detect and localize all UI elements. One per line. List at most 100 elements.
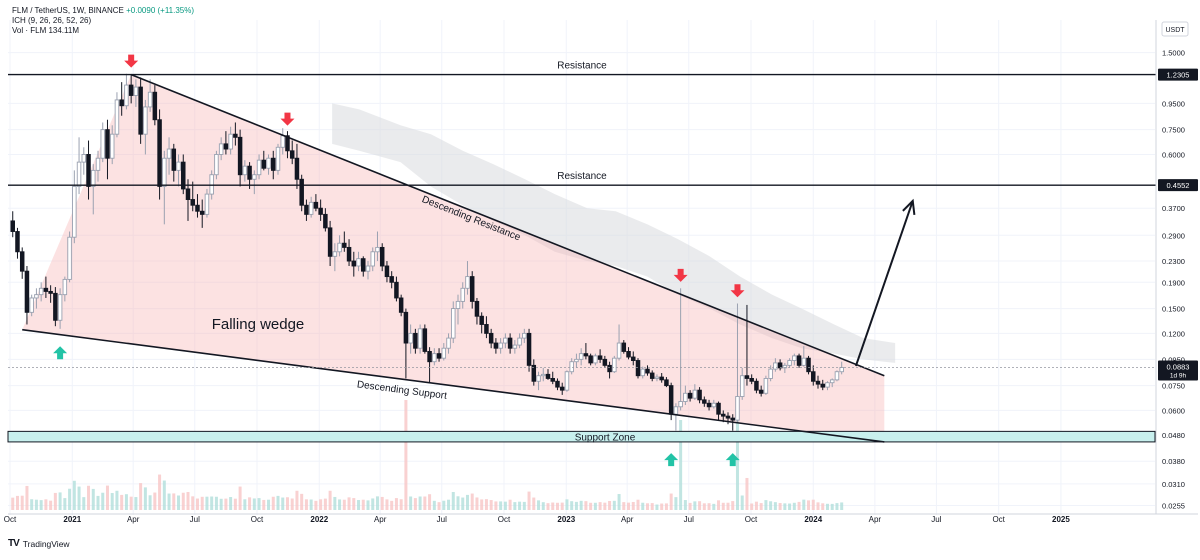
candle-body bbox=[152, 91, 158, 121]
currency-badge[interactable] bbox=[1161, 21, 1189, 37]
time-label: 2022 bbox=[310, 515, 328, 524]
volume-bar bbox=[622, 502, 626, 510]
candle-body bbox=[228, 133, 233, 150]
volume-bar bbox=[342, 499, 346, 510]
candle-body bbox=[825, 382, 830, 388]
pattern-label: Falling wedge bbox=[212, 316, 305, 333]
price-tick-label: 0.9500 bbox=[1162, 99, 1185, 108]
candle-body bbox=[834, 371, 840, 381]
markers bbox=[53, 54, 745, 467]
ichimoku-cloud bbox=[332, 103, 896, 363]
candle-body bbox=[361, 258, 366, 272]
price-tick-label: 0.0480 bbox=[1162, 431, 1185, 440]
price-tick-label: 0.0380 bbox=[1162, 457, 1185, 466]
currency-label: USDT bbox=[1165, 27, 1185, 34]
volume-bar bbox=[191, 496, 195, 510]
candle-body bbox=[768, 368, 773, 379]
falling-wedge-fill: Falling wedge bbox=[22, 74, 885, 442]
volume-bar bbox=[72, 480, 76, 510]
volume-bar bbox=[105, 485, 109, 510]
volume-bar bbox=[34, 499, 38, 510]
volume-bar bbox=[257, 498, 261, 510]
volume-bar bbox=[735, 420, 739, 510]
tradingview-brand[interactable]: TV TradingView bbox=[8, 538, 70, 549]
symbol-line[interactable]: FLM / TetherUS, 1W, BINANCE +0.0090 (+11… bbox=[12, 6, 194, 16]
candle-body bbox=[739, 375, 745, 397]
volume-bar bbox=[650, 503, 654, 510]
volume-bar bbox=[115, 490, 119, 510]
candle-body bbox=[53, 292, 58, 321]
volume-bar bbox=[309, 499, 313, 510]
volume-bar bbox=[87, 485, 91, 510]
candle-body bbox=[678, 401, 683, 408]
time-label: Oct bbox=[251, 515, 264, 524]
volume-bar bbox=[579, 500, 583, 510]
volume-bar bbox=[252, 498, 256, 510]
red-down-arrow-icon bbox=[280, 112, 295, 126]
candle-body bbox=[716, 402, 721, 415]
current-price-badge[interactable] bbox=[1158, 360, 1198, 381]
candle-body bbox=[403, 311, 409, 344]
volume-bar bbox=[224, 498, 228, 510]
volume-bar bbox=[96, 495, 100, 510]
volume-bar bbox=[461, 497, 465, 510]
current-price-label: 0.0883 bbox=[1167, 362, 1190, 371]
candle-body bbox=[815, 380, 821, 385]
volume-bar bbox=[513, 502, 517, 510]
volume-bar bbox=[139, 483, 143, 510]
candle-body bbox=[100, 129, 105, 159]
volume-bar bbox=[560, 502, 564, 510]
candle-body bbox=[332, 251, 338, 257]
candle-body bbox=[436, 353, 442, 359]
green-up-arrow-icon bbox=[725, 453, 740, 467]
candle-body bbox=[114, 99, 120, 135]
red-down-arrow-icon bbox=[124, 54, 139, 68]
volume-bar bbox=[821, 503, 825, 510]
candle-body bbox=[432, 353, 437, 363]
volume-bar bbox=[792, 502, 796, 510]
volume-bar bbox=[428, 494, 432, 510]
chart-legend: FLM / TetherUS, 1W, BINANCE +0.0090 (+11… bbox=[12, 6, 194, 36]
volume-bar bbox=[546, 503, 550, 510]
volume-bar bbox=[522, 501, 526, 510]
volume-bar bbox=[631, 501, 635, 510]
volume-bar bbox=[655, 504, 659, 510]
volume-bar bbox=[527, 491, 531, 510]
volume-bar bbox=[683, 500, 687, 510]
volume-bar bbox=[30, 499, 34, 510]
candle-body bbox=[327, 227, 333, 257]
volume-bar bbox=[589, 502, 593, 510]
candle-body bbox=[261, 159, 267, 169]
volume-bar bbox=[721, 502, 725, 510]
time-label: Apr bbox=[374, 515, 387, 524]
volume-bar bbox=[181, 492, 185, 510]
price-axis[interactable]: 1.5000 1.2305 0.9500 0.7500 0.6000 0.4552 0.37… bbox=[1155, 20, 1198, 514]
candle-body bbox=[593, 355, 598, 364]
time-label: 2021 bbox=[63, 515, 81, 524]
price-tick-label: 0.6000 bbox=[1162, 150, 1185, 159]
volume-bar bbox=[380, 496, 384, 510]
candle-body bbox=[427, 350, 432, 363]
candle-body bbox=[43, 287, 49, 292]
volume-bar bbox=[68, 488, 72, 510]
price-change: +0.0090 (+11.35%) bbox=[126, 6, 195, 15]
candle-body bbox=[313, 201, 319, 209]
indicator-line[interactable]: ICH (9, 26, 26, 52, 26) bbox=[12, 16, 92, 25]
volume-bar bbox=[281, 497, 285, 510]
volume-bar bbox=[551, 502, 555, 510]
volume-line[interactable]: Vol · FLM 134.11M bbox=[12, 26, 79, 35]
volume-bar bbox=[660, 503, 664, 510]
time-axis[interactable]: Oct 2021 Apr Jul Oct 2022 Apr Jul Oct 2023 Apr Jul O… bbox=[4, 513, 1198, 524]
volume-bar bbox=[233, 498, 237, 510]
candle-body bbox=[744, 375, 750, 379]
support-zone: Support Zone bbox=[7, 430, 1156, 444]
candle-body bbox=[526, 332, 532, 366]
volume-bar bbox=[158, 474, 162, 510]
candle-body bbox=[574, 358, 579, 363]
projection-arrow-head bbox=[902, 198, 916, 215]
candle-body bbox=[687, 392, 693, 399]
volume-bar bbox=[608, 500, 612, 510]
candle-body bbox=[209, 174, 214, 195]
volume-bar bbox=[210, 496, 214, 510]
volume-bar bbox=[664, 503, 668, 510]
